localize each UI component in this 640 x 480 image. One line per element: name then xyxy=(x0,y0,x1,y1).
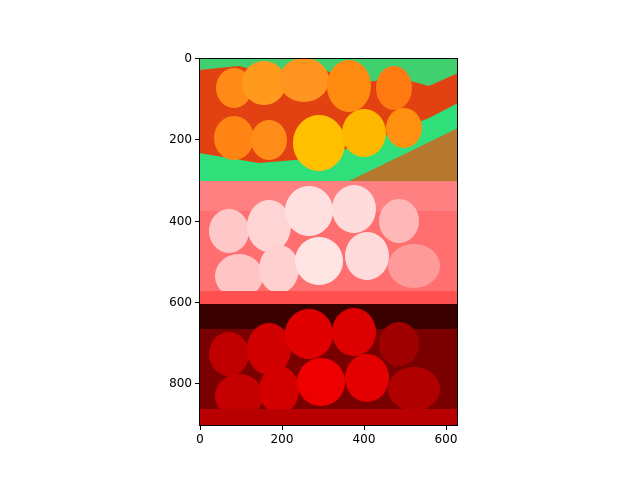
teeth-shapes xyxy=(209,185,440,298)
light-red-teeth-band xyxy=(199,181,458,304)
x-tick-label: 400 xyxy=(352,432,376,446)
y-tick-label: 200 xyxy=(169,132,192,146)
x-tick-label: 600 xyxy=(434,432,458,446)
y-tick-mark-800 xyxy=(195,383,199,384)
teeth-shapes xyxy=(214,58,422,171)
dark-red-teeth-band xyxy=(199,304,458,426)
x-tick-mark-200 xyxy=(282,426,283,430)
x-tick-mark-600 xyxy=(446,426,447,430)
y-tick-label: 400 xyxy=(169,214,192,228)
y-tick-label: 0 xyxy=(184,51,192,65)
x-tick-mark-400 xyxy=(364,426,365,430)
x-tick-mark-0 xyxy=(200,426,201,430)
pseudo-color-teeth-band xyxy=(199,58,458,181)
y-tick-mark-400 xyxy=(195,221,199,222)
y-tick-mark-600 xyxy=(195,302,199,303)
y-tick-label: 800 xyxy=(169,376,192,390)
teeth-shapes xyxy=(209,308,440,418)
y-tick-mark-0 xyxy=(195,58,199,59)
x-tick-label: 200 xyxy=(270,432,294,446)
image-axes xyxy=(199,58,458,426)
y-tick-mark-200 xyxy=(195,139,199,140)
x-tick-label: 0 xyxy=(196,432,204,446)
y-tick-label: 600 xyxy=(169,295,192,309)
